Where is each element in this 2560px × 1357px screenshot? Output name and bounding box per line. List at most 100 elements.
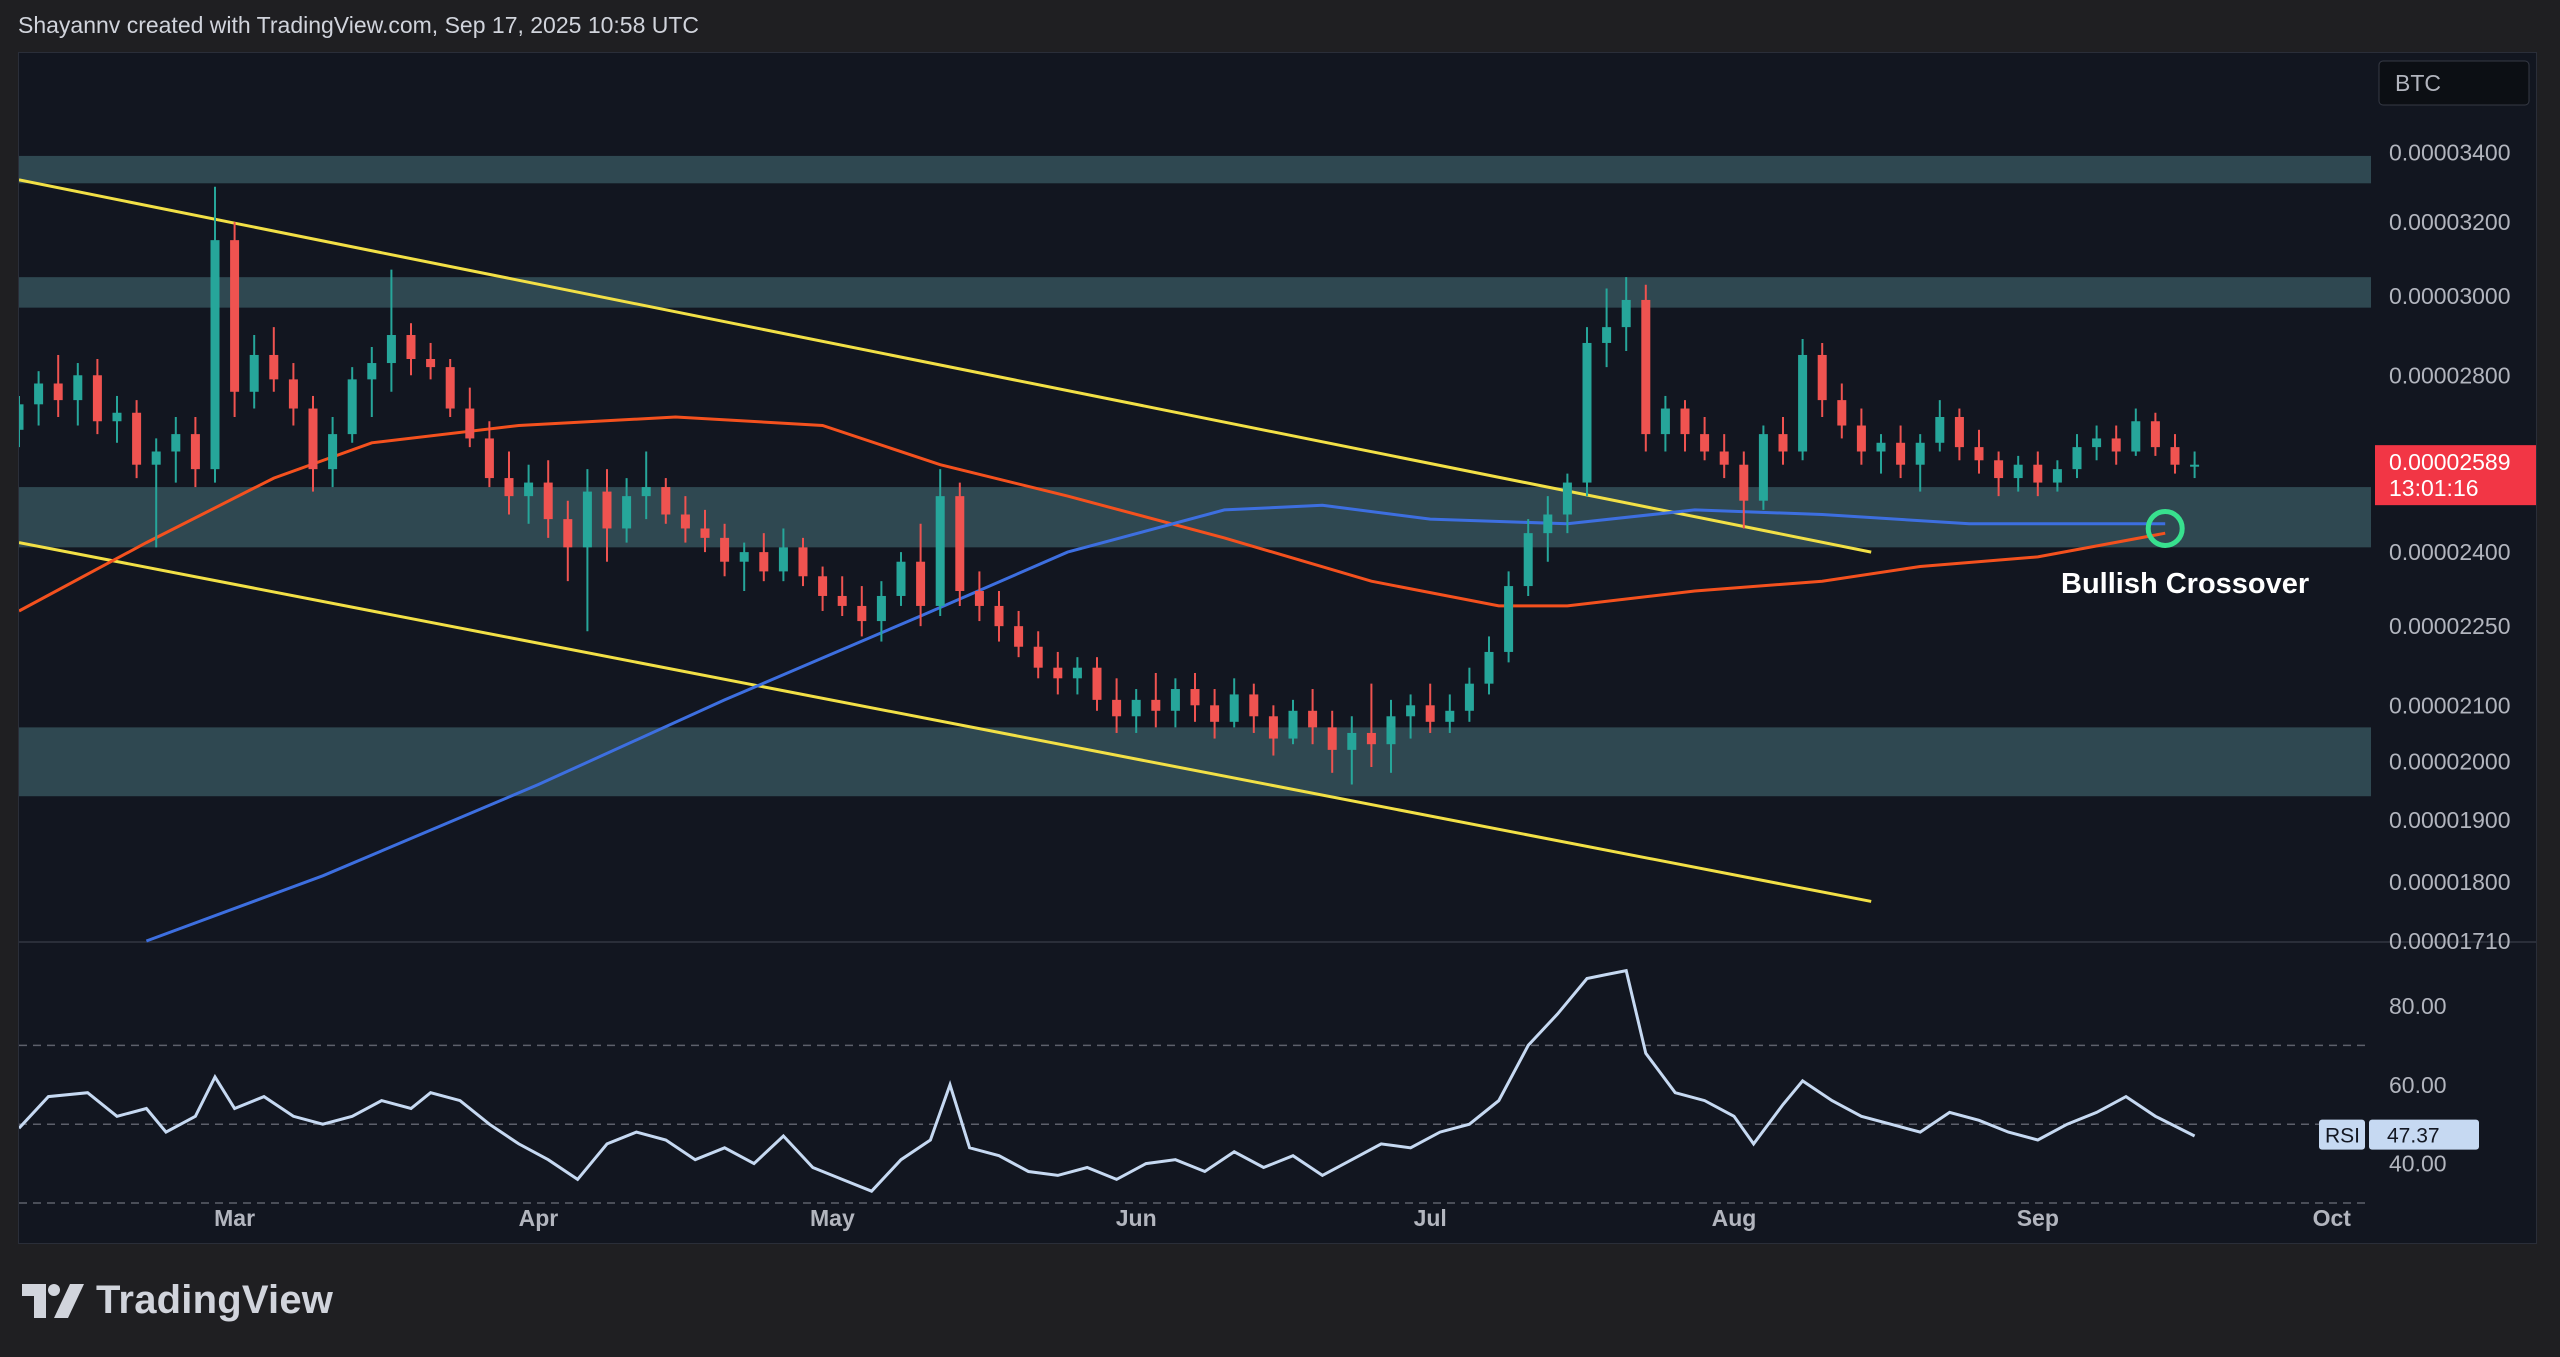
price-tick-label: 0.00002800 [2389, 362, 2511, 388]
candle-body [92, 375, 102, 422]
candle-body [1876, 442, 1886, 452]
rsi-line [19, 968, 2196, 1193]
candle-body [1131, 699, 1141, 717]
crossover-marker[interactable] [2145, 508, 2185, 548]
candle-body [1602, 327, 1612, 343]
candle-body [1308, 710, 1318, 728]
candle-body [1660, 408, 1670, 435]
candle-body [1856, 425, 1866, 452]
candle-body [53, 383, 63, 401]
candle-body [1464, 683, 1474, 711]
candle-body [778, 547, 788, 572]
candle-body [994, 605, 1004, 627]
candle-countdown: 13:01:16 [2389, 475, 2479, 501]
candle-body [1739, 464, 1749, 501]
candle-body [2033, 464, 2043, 483]
candle-body [1758, 434, 1768, 501]
candle-body [1719, 451, 1729, 465]
price-tick-label: 0.00001900 [2389, 807, 2511, 833]
candle-body [896, 561, 906, 596]
tradingview-logo-icon [22, 1283, 84, 1318]
candle-body [1268, 716, 1278, 739]
candle-body [73, 375, 83, 401]
time-axis-label: Aug [1712, 1205, 1757, 1231]
candle-body [837, 595, 847, 606]
last-price-value: 0.00002589 [2389, 449, 2511, 475]
candle-body [876, 595, 886, 622]
candle-body [563, 519, 573, 548]
candle-body [1798, 354, 1808, 452]
candle-body [955, 496, 965, 592]
candle-body [1092, 667, 1102, 700]
moving-average-blue [145, 503, 2166, 943]
channel-line [19, 541, 1872, 903]
rsi-name-label: RSI [2325, 1125, 2360, 1148]
time-axis-label: Apr [519, 1205, 559, 1231]
candle-body [1190, 689, 1200, 706]
candle-body [504, 478, 514, 497]
candle-body [1523, 533, 1533, 587]
candle-body [210, 240, 220, 470]
price-tick-label: 0.00001710 [2389, 928, 2511, 954]
candle-body [1543, 514, 1553, 534]
candle-body [1406, 705, 1416, 717]
channel-line [19, 178, 1872, 554]
candle-body [1778, 434, 1788, 452]
candle-body [1484, 651, 1494, 684]
chart-frame[interactable]: Bullish Crossover BTC 0.00003400 0.00003200… [18, 52, 2537, 1244]
candle-body [798, 547, 808, 577]
rsi-value-label: 47.37 [2387, 1125, 2440, 1148]
candle-body [1425, 705, 1435, 722]
candle-body [1170, 689, 1180, 711]
candle-body [465, 408, 475, 439]
candle-body [857, 605, 867, 622]
candle-body [386, 335, 396, 364]
candle-body [680, 514, 690, 529]
price-tick-label: 0.00002000 [2389, 748, 2511, 774]
tradingview-wordmark: TradingView [96, 1278, 334, 1322]
price-tick-label: 0.00002250 [2389, 613, 2511, 639]
candle-body [1445, 710, 1455, 722]
time-axis-label: Jun [1116, 1205, 1157, 1231]
price-tick-label: 0.00003400 [2389, 140, 2511, 166]
candle-body [622, 496, 632, 529]
candle-body [1288, 710, 1298, 739]
candle-body [1386, 716, 1396, 745]
candle-body [1915, 442, 1925, 465]
candle-body [249, 354, 259, 392]
candle-body [641, 487, 651, 497]
candle-body [328, 434, 338, 470]
candle-body [720, 537, 730, 562]
candle-body [1621, 299, 1631, 328]
candle-body [916, 561, 926, 606]
candle-body [308, 408, 318, 470]
candle-body [1151, 699, 1161, 711]
last-price-tag [2375, 445, 2536, 506]
candle-body [484, 438, 494, 479]
candle-body [347, 379, 357, 435]
candle-body [1896, 442, 1906, 465]
symbol-badge-label: BTC [2395, 70, 2441, 96]
chart-canvas[interactable]: Bullish Crossover BTC 0.00003400 0.00003200… [19, 53, 2536, 1243]
symbol-badge[interactable] [2378, 60, 2530, 106]
candle-body [1700, 434, 1710, 452]
candle-body [1072, 667, 1082, 679]
candle-body [1347, 732, 1357, 750]
candle-body [661, 487, 671, 515]
candle-body [2013, 464, 2023, 479]
candle-body [1935, 416, 1945, 443]
candle-body [2052, 469, 2062, 483]
candle-body [112, 412, 122, 422]
candle-body [1366, 732, 1376, 745]
candle-body [1994, 460, 2004, 479]
candle-body [1112, 699, 1122, 717]
candle-body [1504, 586, 1514, 652]
candle-body [2150, 421, 2160, 448]
footer-brand: TradingView [22, 1278, 333, 1323]
candle-body [1562, 482, 1572, 515]
support-resistance-zone [19, 277, 2371, 308]
candle-body [1327, 727, 1337, 750]
rsi-tick-label: 60.00 [2389, 1072, 2447, 1098]
candle-body [171, 434, 181, 452]
candle-body [1837, 400, 1847, 426]
